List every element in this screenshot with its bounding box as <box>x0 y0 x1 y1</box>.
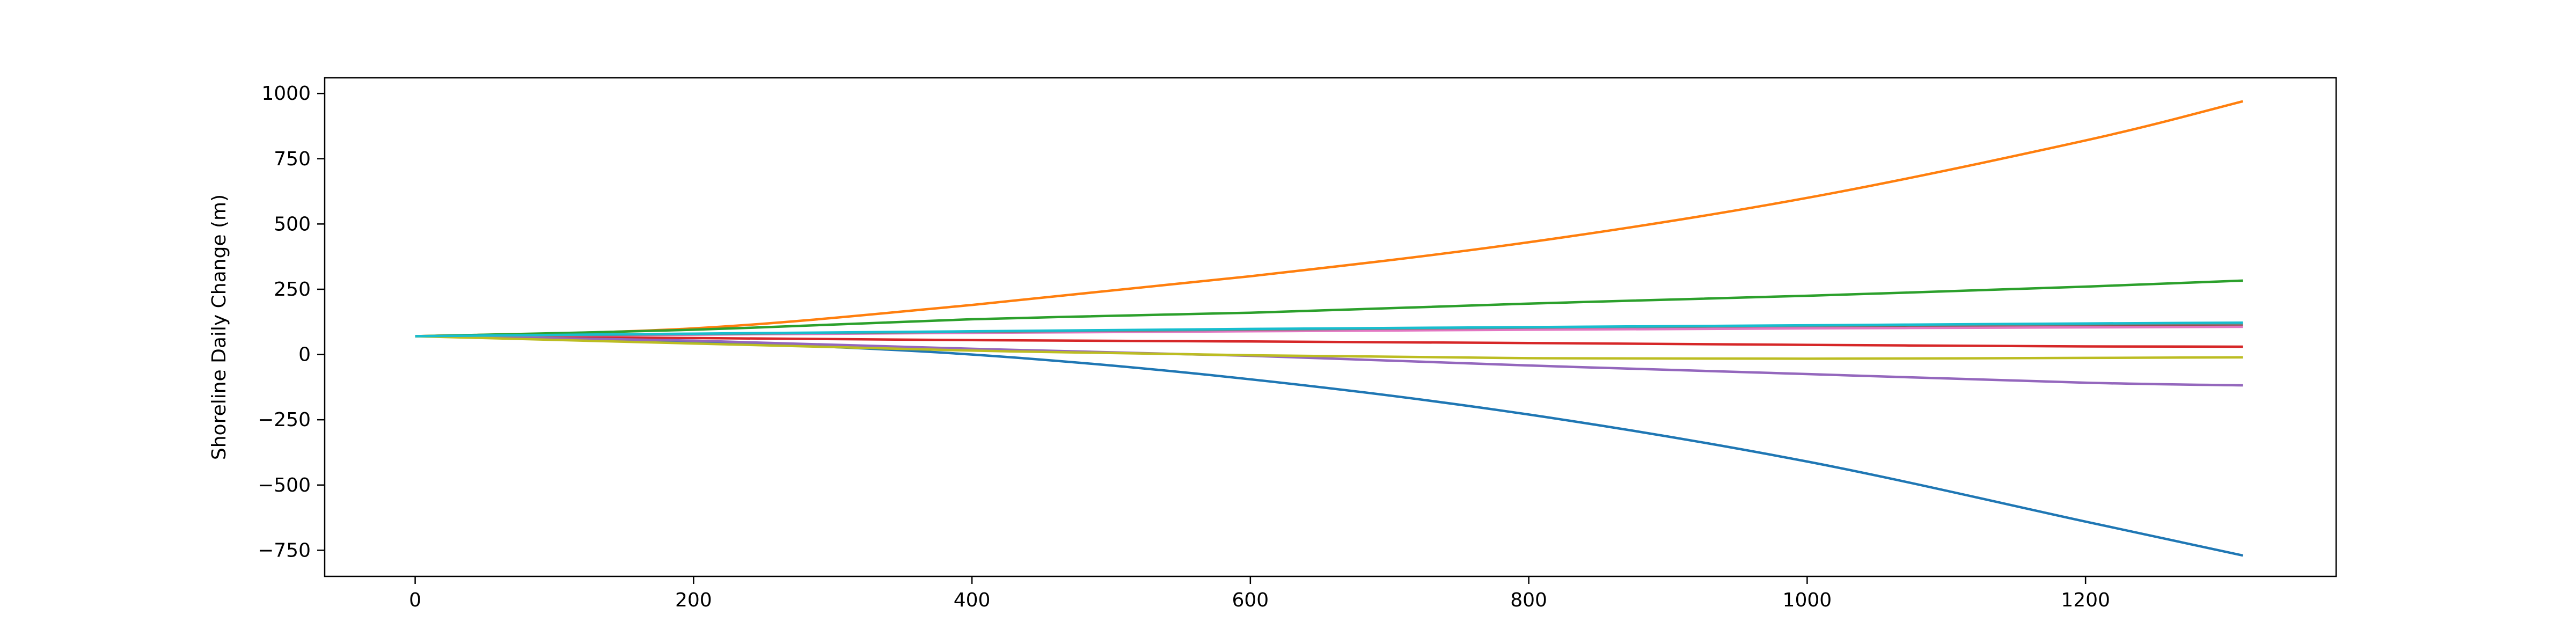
y-tick-label: −250 <box>258 409 311 431</box>
y-tick-label: −750 <box>258 539 311 561</box>
x-tick-label: 0 <box>409 589 421 611</box>
y-tick-label: 750 <box>274 148 311 170</box>
series-line-10 <box>415 321 2243 338</box>
y-tick-label: 500 <box>274 213 311 235</box>
y-axis-label: Shoreline Daily Change (m) <box>208 194 230 460</box>
y-tick-label: 250 <box>274 279 311 301</box>
plot-lines <box>415 100 2243 557</box>
y-tick-label: 0 <box>298 344 311 366</box>
y-tick-label: −500 <box>258 474 311 496</box>
x-tick-label: 800 <box>1510 589 1547 611</box>
series-line-5 <box>415 335 2243 387</box>
y-tick-label: 1000 <box>261 83 311 105</box>
y-axis: −750 −500 −250 0 250 500 750 1000 <box>258 83 325 561</box>
plot-frame <box>324 77 2337 577</box>
series-line-9 <box>415 335 2243 360</box>
series-line-4 <box>415 335 2243 348</box>
series-line-1 <box>415 335 2243 557</box>
x-tick-label: 400 <box>954 589 991 611</box>
x-axis: 0 200 400 600 800 1000 1200 <box>409 576 2110 611</box>
x-tick-label: 1000 <box>1783 589 1832 611</box>
series-line-3 <box>415 279 2243 338</box>
x-tick-label: 1200 <box>2061 589 2110 611</box>
series-line-2 <box>415 100 2243 338</box>
x-tick-label: 200 <box>675 589 712 611</box>
x-tick-label: 600 <box>1232 589 1269 611</box>
